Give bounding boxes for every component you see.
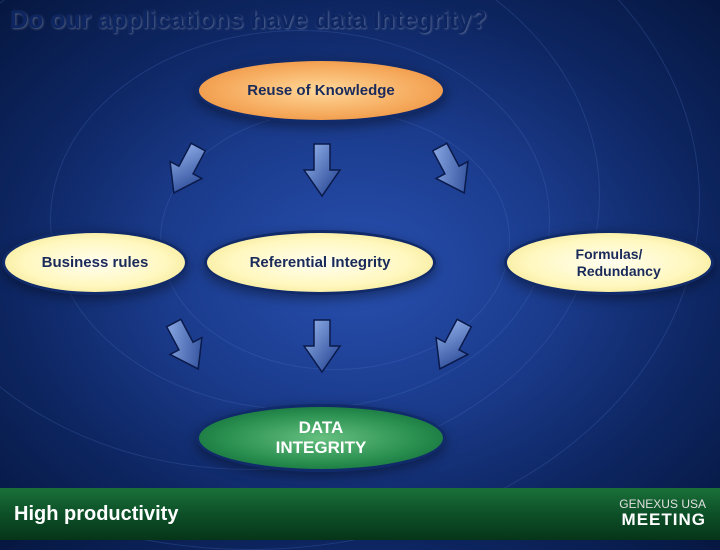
node-formulas-redundancy: Formulas/ Redundancy xyxy=(504,230,714,295)
footer-bar: High productivity GENEXUS USA MEETING xyxy=(0,488,720,540)
slide-title: Do our applications have data Integrity? xyxy=(10,6,486,35)
footer-logo-big: MEETING xyxy=(619,511,706,530)
node-label: DATA INTEGRITY xyxy=(276,418,367,457)
arrow-icon xyxy=(302,316,342,376)
footer-logo: GENEXUS USA MEETING xyxy=(619,498,706,530)
node-referential-integrity: Referential Integrity xyxy=(204,230,436,295)
node-reuse-knowledge: Reuse of Knowledge xyxy=(196,58,446,123)
node-data-integrity: DATA INTEGRITY xyxy=(196,404,446,472)
node-label: Reuse of Knowledge xyxy=(247,82,395,99)
node-label: Formulas/ Redundancy xyxy=(557,246,660,280)
node-label: Business rules xyxy=(42,254,149,271)
arrow-icon xyxy=(302,140,342,200)
footer-text: High productivity xyxy=(14,503,178,526)
node-business-rules: Business rules xyxy=(2,230,188,295)
node-label: Referential Integrity xyxy=(250,254,391,271)
